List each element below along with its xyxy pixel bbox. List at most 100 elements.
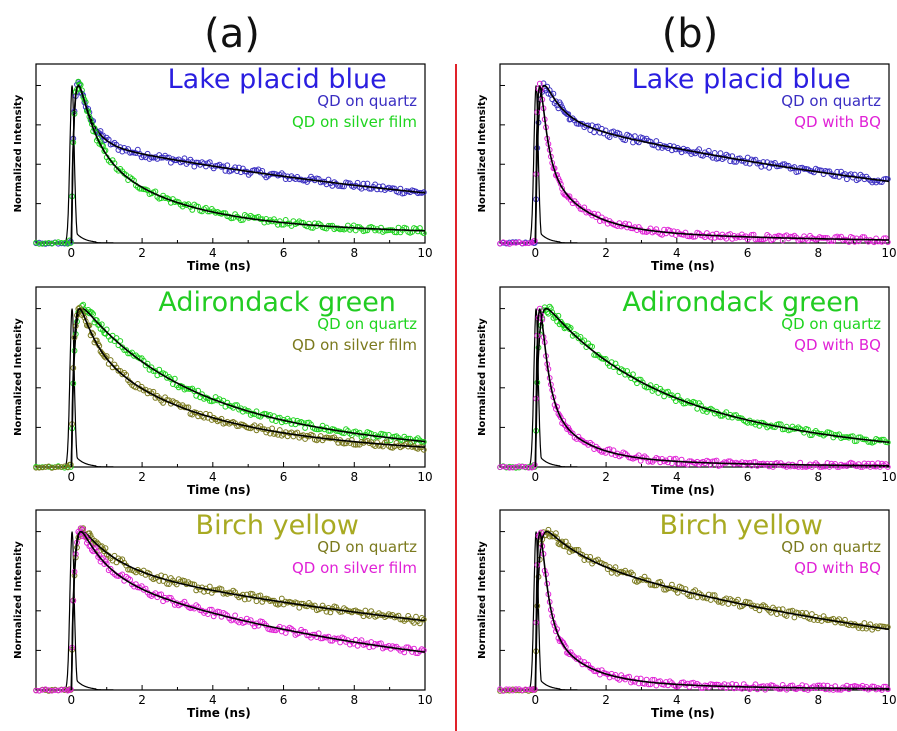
irf-curve [500, 531, 578, 691]
x-tick-label: 6 [744, 693, 752, 707]
data-point [822, 235, 829, 241]
plot-frame [35, 509, 426, 691]
data-point [653, 138, 660, 144]
data-point [58, 464, 65, 470]
data-point [791, 463, 798, 470]
data-point [834, 686, 841, 693]
data-point [522, 240, 529, 247]
data-point [257, 592, 264, 599]
chart-a1: 0 2 4 6 8 10 Time (ns) Normalized Intensity QD o… [13, 63, 433, 273]
data-point [61, 463, 68, 470]
x-axis-label: Time (ns) [651, 706, 715, 720]
data-point [692, 587, 699, 594]
x-axis-label: Time (ns) [187, 259, 251, 273]
x-tick-label: 8 [350, 246, 358, 260]
plots-container: 0 2 4 6 8 10 Time (ns) Normalized Intensity QD o… [13, 63, 897, 720]
data-point [364, 180, 371, 187]
data-point [500, 463, 507, 470]
legend-entry-2: QD on silver film [292, 113, 417, 131]
data-point [405, 435, 412, 442]
data-point [162, 195, 169, 202]
data-point [102, 354, 109, 361]
x-tick-label: 10 [881, 246, 896, 260]
data-point [33, 239, 39, 246]
fit-curve [70, 307, 426, 468]
x-tick-label: 4 [209, 693, 217, 707]
fit-curve [534, 530, 890, 691]
x-axis-label: Time (ns) [187, 483, 251, 497]
data-point [278, 595, 285, 602]
legend-entry-2: QD with BQ [794, 336, 881, 354]
x-tick-label: 8 [350, 693, 358, 707]
x-tick-label: 2 [138, 246, 146, 260]
x-tick-label: 10 [417, 246, 432, 260]
irf-curve [36, 531, 114, 691]
chart-b1: 0 2 4 6 8 10 Time (ns) Normalized Intensity QD o… [477, 63, 897, 273]
data-point [797, 236, 804, 243]
data-point [509, 687, 516, 694]
x-tick-label: 6 [280, 693, 288, 707]
data-point [58, 240, 65, 246]
data-point [311, 602, 318, 609]
data-point [506, 239, 513, 246]
data-point [519, 687, 526, 694]
x-tick-label: 10 [417, 693, 432, 707]
data-point [519, 240, 526, 247]
data-point [577, 334, 584, 340]
y-axis-label: Normalized Intensity [13, 541, 24, 659]
panel-label-b: (b) [662, 11, 719, 57]
data-point [696, 146, 702, 153]
data-point [818, 235, 825, 241]
x-tick-label: 4 [209, 470, 217, 484]
data-point [791, 614, 798, 621]
data-point [513, 464, 519, 470]
data-point [36, 465, 43, 471]
data-point [42, 240, 49, 246]
data-point [775, 686, 782, 692]
x-tick-label: 2 [602, 470, 610, 484]
data-point [519, 463, 526, 470]
data-point [356, 429, 363, 436]
data-point [791, 164, 798, 170]
data-point [49, 688, 55, 694]
data-point [556, 321, 563, 328]
data-point [503, 464, 510, 470]
x-tick-label: 4 [673, 470, 681, 484]
x-tick-label: 8 [814, 693, 822, 707]
data-point [847, 433, 854, 440]
x-tick-label: 2 [602, 693, 610, 707]
data-point [389, 185, 396, 192]
legend-entry-1: QD on quartz [317, 315, 417, 333]
data-point [185, 386, 192, 392]
data-point [566, 549, 573, 555]
legend-entry-1: QD on quartz [781, 538, 881, 556]
data-point [820, 463, 827, 470]
data-point [562, 538, 569, 545]
data-point [52, 687, 58, 694]
data-point [509, 464, 516, 471]
chart-title: Lake placid blue [632, 64, 851, 95]
data-point [674, 589, 681, 596]
data-point [500, 239, 507, 245]
data-point [497, 240, 503, 247]
data-point [600, 356, 607, 362]
chart-title: Adirondack green [158, 287, 396, 318]
panel-label-a: (a) [204, 11, 260, 57]
data-point [102, 545, 109, 552]
irf-curve [500, 85, 578, 244]
data-point [206, 583, 213, 590]
data-point [36, 688, 43, 694]
plot-frame [499, 286, 890, 468]
y-axis-label: Normalized Intensity [477, 541, 488, 659]
x-tick-label: 10 [417, 470, 432, 484]
y-axis-label: Normalized Intensity [477, 318, 488, 436]
legend-entry-2: QD with BQ [794, 113, 881, 131]
data-point [554, 535, 560, 542]
data-point [513, 240, 519, 246]
x-axis-label: Time (ns) [651, 259, 715, 273]
data-point [80, 311, 87, 317]
data-point [55, 687, 62, 694]
data-point [300, 629, 307, 635]
fit-curve [534, 85, 890, 244]
